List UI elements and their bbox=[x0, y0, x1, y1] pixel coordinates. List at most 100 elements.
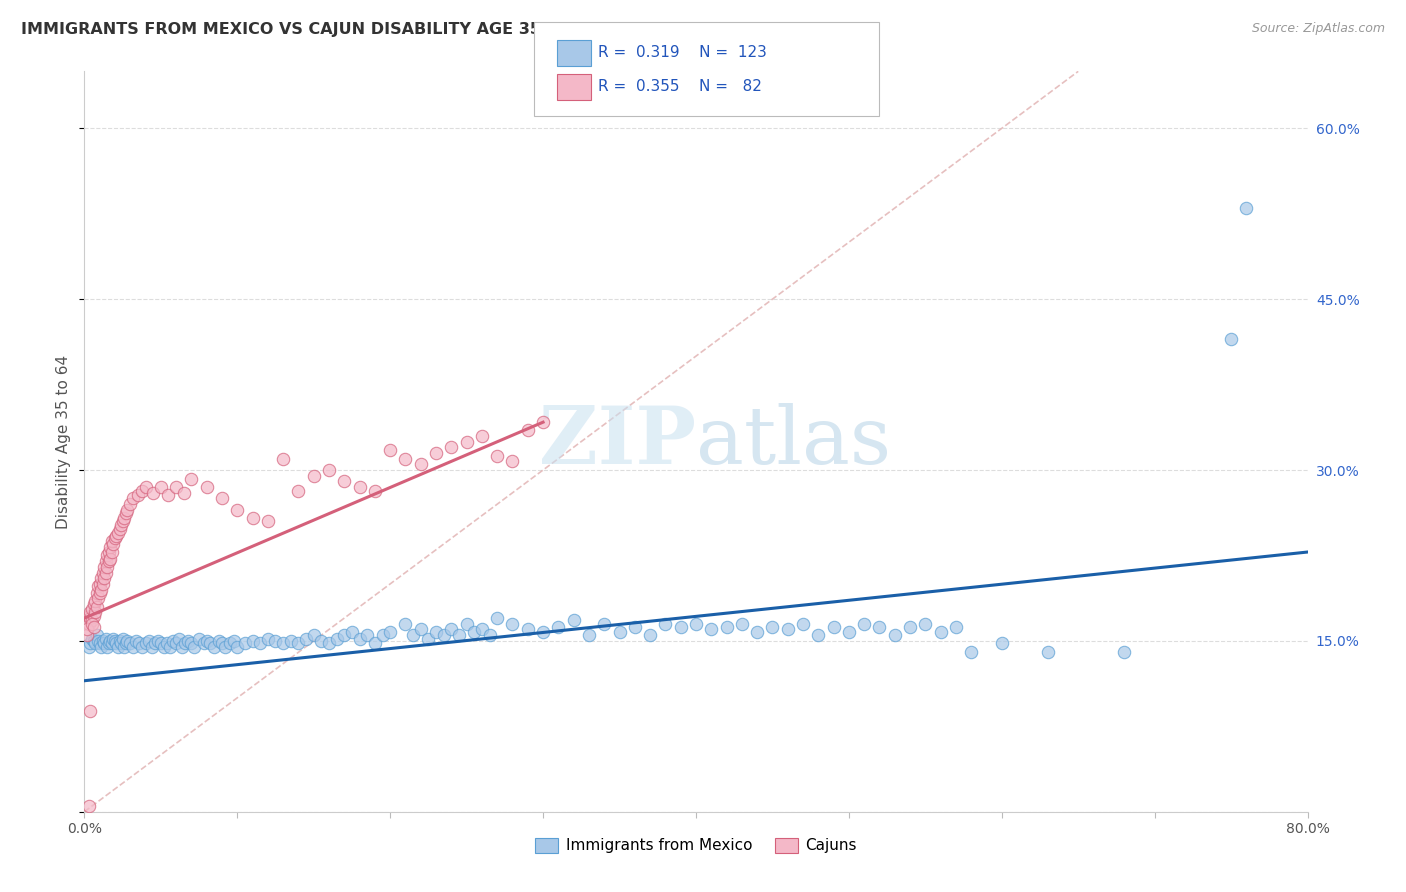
Point bbox=[700, 623, 723, 637]
Text: R =  0.355    N =   82: R = 0.355 N = 82 bbox=[598, 79, 762, 95]
Point bbox=[1220, 332, 1243, 346]
Point bbox=[83, 620, 105, 634]
Point bbox=[103, 537, 125, 551]
Point bbox=[271, 451, 294, 466]
Point bbox=[224, 633, 246, 648]
Point bbox=[89, 577, 111, 591]
Point bbox=[202, 640, 225, 654]
Point bbox=[471, 623, 494, 637]
Point bbox=[80, 632, 103, 646]
Point bbox=[340, 624, 363, 639]
Point bbox=[249, 636, 271, 650]
Point bbox=[562, 613, 585, 627]
Point bbox=[914, 616, 936, 631]
Point bbox=[114, 636, 136, 650]
Point bbox=[486, 611, 509, 625]
Point bbox=[87, 579, 110, 593]
Point bbox=[578, 628, 600, 642]
Point bbox=[214, 640, 236, 654]
Point bbox=[131, 640, 153, 654]
Point bbox=[257, 514, 280, 528]
Point bbox=[991, 636, 1014, 650]
Point bbox=[104, 633, 127, 648]
Point bbox=[141, 640, 163, 654]
Point bbox=[87, 591, 110, 605]
Point bbox=[1114, 645, 1136, 659]
Point bbox=[112, 640, 135, 654]
Point bbox=[440, 623, 463, 637]
Point bbox=[107, 640, 129, 654]
Point bbox=[173, 485, 195, 500]
Point bbox=[242, 511, 264, 525]
Point bbox=[193, 636, 215, 650]
Point bbox=[101, 533, 124, 548]
Point bbox=[86, 628, 108, 642]
Point bbox=[440, 440, 463, 454]
Point bbox=[135, 480, 157, 494]
Point bbox=[80, 616, 103, 631]
Point bbox=[716, 620, 738, 634]
Point bbox=[105, 529, 128, 543]
Point bbox=[94, 554, 117, 568]
Point bbox=[898, 620, 921, 634]
Point bbox=[929, 624, 952, 639]
Point bbox=[287, 483, 309, 498]
Point bbox=[79, 705, 101, 719]
Point bbox=[792, 616, 814, 631]
Point bbox=[180, 636, 202, 650]
Point bbox=[318, 636, 340, 650]
Point bbox=[165, 480, 187, 494]
Point bbox=[211, 491, 233, 506]
Point bbox=[90, 571, 112, 585]
Point bbox=[1236, 201, 1258, 215]
Point bbox=[162, 633, 184, 648]
Point bbox=[318, 463, 340, 477]
Point bbox=[208, 633, 231, 648]
Point bbox=[108, 522, 131, 536]
Point bbox=[945, 620, 967, 634]
Point bbox=[364, 483, 387, 498]
Point bbox=[271, 636, 294, 650]
Point bbox=[226, 503, 249, 517]
Point bbox=[654, 616, 676, 631]
Point bbox=[302, 468, 325, 483]
Point bbox=[96, 549, 118, 563]
Point bbox=[167, 632, 190, 646]
Point bbox=[153, 640, 176, 654]
Point bbox=[198, 636, 221, 650]
Point bbox=[425, 446, 447, 460]
Point bbox=[456, 434, 478, 449]
Point bbox=[349, 480, 371, 494]
Point bbox=[731, 616, 754, 631]
Point bbox=[96, 559, 118, 574]
Point bbox=[91, 577, 114, 591]
Point bbox=[418, 632, 440, 646]
Point bbox=[97, 554, 120, 568]
Point bbox=[463, 624, 485, 639]
Point bbox=[869, 620, 891, 634]
Point bbox=[380, 442, 402, 457]
Point bbox=[165, 636, 187, 650]
Point bbox=[91, 633, 114, 648]
Point bbox=[838, 624, 860, 639]
Point bbox=[159, 640, 181, 654]
Point bbox=[242, 633, 264, 648]
Point bbox=[226, 640, 249, 654]
Point bbox=[80, 602, 103, 616]
Point bbox=[112, 511, 135, 525]
Point bbox=[127, 488, 149, 502]
Point bbox=[115, 633, 138, 648]
Point bbox=[823, 620, 845, 634]
Point bbox=[93, 636, 115, 650]
Point bbox=[394, 451, 416, 466]
Point bbox=[1036, 645, 1059, 659]
Point bbox=[77, 799, 100, 814]
Point bbox=[128, 636, 150, 650]
Point bbox=[172, 640, 194, 654]
Point bbox=[97, 636, 120, 650]
Point bbox=[364, 636, 387, 650]
Point bbox=[84, 594, 107, 608]
Point bbox=[105, 636, 128, 650]
Point bbox=[747, 624, 769, 639]
Point bbox=[89, 586, 111, 600]
